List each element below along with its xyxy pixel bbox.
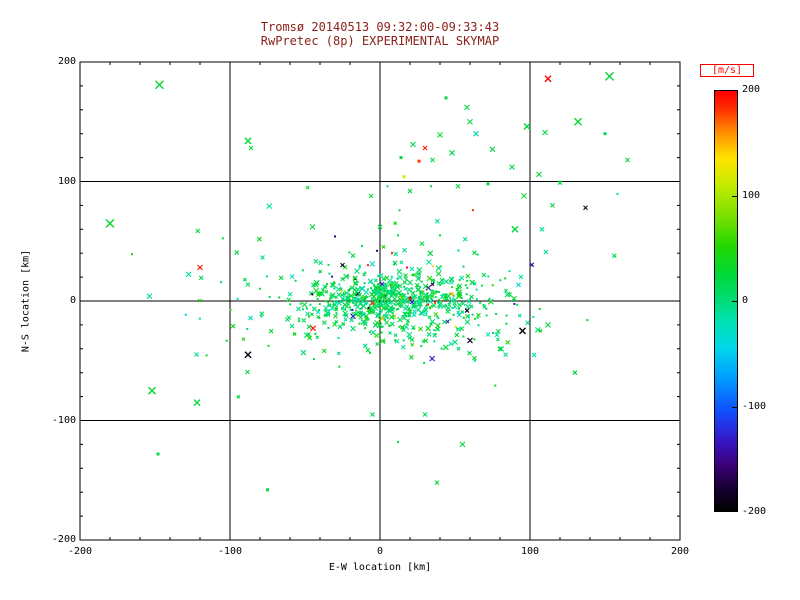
gridlines — [80, 62, 680, 540]
colorbar-tickmark — [732, 406, 737, 408]
y-tick-label: 200 — [57, 56, 76, 67]
x-tick-label: 0 — [376, 546, 384, 557]
axis-ticks — [79, 61, 681, 541]
x-tick-label: -200 — [67, 546, 93, 557]
colorbar-tick-label: 0 — [742, 295, 749, 306]
x-tick-label: -100 — [217, 546, 243, 557]
chart-subtitle: RwPretec (8p) EXPERIMENTAL SKYMAP — [260, 34, 500, 48]
colorbar-tick-label: -200 — [742, 506, 767, 517]
chart-title: Tromsø 20140513 09:32:00-09:33:43 — [260, 20, 500, 34]
colorbar-tickmark — [732, 195, 737, 197]
colorbar-tick-label: 100 — [742, 189, 761, 201]
colorbar-tick-label: 200 — [742, 84, 761, 95]
colorbar-tickmark — [732, 90, 737, 91]
y-tick-label: -200 — [51, 534, 76, 545]
y-tick-label: 0 — [69, 295, 76, 306]
x-axis-label: E-W location [km] — [328, 562, 432, 573]
y-tick-label: 100 — [57, 175, 76, 187]
x-tick-label: 200 — [670, 546, 690, 557]
x-tick-label: 100 — [520, 546, 540, 557]
data-points — [105, 71, 630, 492]
colorbar-tickmark — [732, 301, 737, 302]
y-tick-label: -100 — [51, 414, 76, 426]
colorbar-tickmark — [732, 511, 737, 512]
colorbar-units-label: [m/s] — [700, 64, 754, 77]
colorbar-tick-label: -100 — [742, 400, 767, 412]
